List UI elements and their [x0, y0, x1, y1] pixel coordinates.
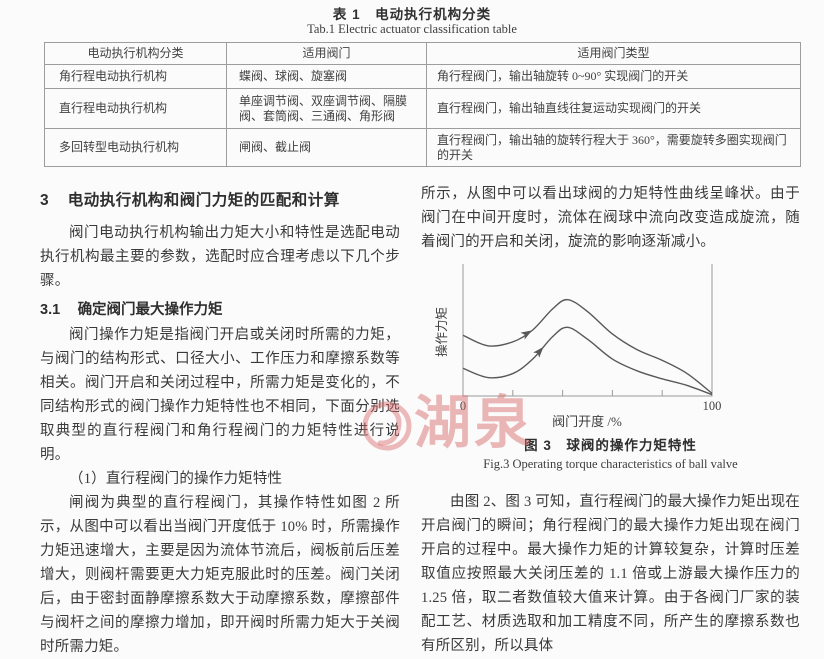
- column-header: 电动执行机构分类: [44, 42, 227, 65]
- table-title-en: Tab.1 Electric actuator classification t…: [307, 22, 517, 36]
- table-cell: 单座调节阀、双座调节阀、隔膜阀、套筒阀、三通阀、角形阀: [226, 88, 427, 129]
- table-cell: 角行程阀门，输出轴旋转 0~90° 实现阀门的开关: [426, 64, 801, 89]
- column-header: 适用阀门: [226, 42, 427, 65]
- table-header-row: 电动执行机构分类 适用阀门 适用阀门类型: [44, 42, 801, 65]
- curve-direction-arrow-icon: [520, 330, 533, 340]
- torque-curves: [462, 298, 713, 396]
- section-number: 3: [40, 192, 50, 209]
- electric-actuator-classification-table: 电动执行机构分类 适用阀门 适用阀门类型 角行程电动执行机构 蝶阀、球阀、旋塞阀…: [44, 42, 801, 167]
- figure-caption-cn: 图 3 球阀的操作力矩特性: [524, 438, 697, 453]
- paragraph: 阀门操作力矩是指阀门开启或关闭时所需的力矩，与阀门的结构形式、口径大小、工作压力…: [40, 327, 400, 463]
- table-row: 角行程电动执行机构 蝶阀、球阀、旋塞阀 角行程阀门，输出轴旋转 0~90° 实现…: [44, 64, 801, 89]
- table-row: 多回转型电动执行机构 闸阀、截止阀 直行程阀门，输出轴的旋转行程大于 360°，…: [44, 128, 801, 167]
- table-cell: 蝶阀、球阀、旋塞阀: [226, 64, 427, 89]
- table-cell: 多回转型电动执行机构: [44, 128, 227, 167]
- paragraph: 所示，从图中可以看出球阀的力矩特性曲线呈峰状。由于阀门在中间开度时，流体在阀球中…: [421, 186, 800, 250]
- y-axis-label: 操作力矩: [434, 307, 449, 357]
- column-header: 适用阀门类型: [426, 42, 801, 65]
- table-cell: 直行程阀门，输出轴的旋转行程大于 360°，需要旋转多圈实现阀门的开关: [426, 128, 801, 167]
- x-ticks: [512, 390, 663, 396]
- table-cell: 直行程电动执行机构: [44, 88, 227, 129]
- list-item-heading: （1）直行程阀门的操作力矩特性: [69, 471, 283, 487]
- x-axis-label: 阀门开度 /%: [552, 414, 622, 429]
- curve-direction-arrow-icon: [533, 346, 544, 358]
- figure-3: 操作力矩 0 100 阀门开度 /% 图 3 球阀的操作力矩特性 Fig.3 O…: [421, 256, 800, 472]
- table-cell: 角行程电动执行机构: [44, 64, 227, 89]
- subsection-heading: 3.1 确定阀门最大操作力矩: [40, 302, 223, 318]
- table-row: 直行程电动执行机构 单座调节阀、双座调节阀、隔膜阀、套筒阀、三通阀、角形阀 直行…: [44, 88, 801, 129]
- upper-torque-curve: [462, 298, 713, 394]
- paragraph: 闸阀为典型的直行程阀门，其操作特性如图 2 所示，从图中可以看出当阀门开度低于 …: [40, 495, 400, 655]
- left-column: 3 电动执行机构和阀门力矩的匹配和计算 阀门电动执行机构输出力矩大小和特性是选配电…: [40, 190, 400, 659]
- subsection-number: 3.1: [40, 302, 61, 318]
- figure-caption-en: Fig.3 Operating torque characteristics o…: [483, 457, 738, 471]
- section-heading: 3 电动执行机构和阀门力矩的匹配和计算: [40, 192, 340, 209]
- table-cell: 闸阀、截止阀: [226, 128, 427, 167]
- x-tick-label-0: 0: [460, 399, 466, 413]
- table-cell: 直行程阀门，输出轴直线往复运动实现阀门的开关: [426, 88, 801, 129]
- lower-torque-curve: [462, 326, 713, 396]
- figure3-chart-svg: 操作力矩 0 100 阀门开度 /%: [434, 264, 722, 429]
- paragraph: 由图 2、图 3 可知，直行程阀门的最大操作力矩出现在开启阀门的瞬间；角行程阀门…: [421, 494, 800, 654]
- paragraph: 阀门电动执行机构输出力矩大小和特性是选配电动执行机构最主要的参数，选配时应合理考…: [40, 225, 400, 289]
- table-title-cn: 表 1 电动执行机构分类: [332, 7, 492, 22]
- x-tick-label-100: 100: [703, 399, 722, 413]
